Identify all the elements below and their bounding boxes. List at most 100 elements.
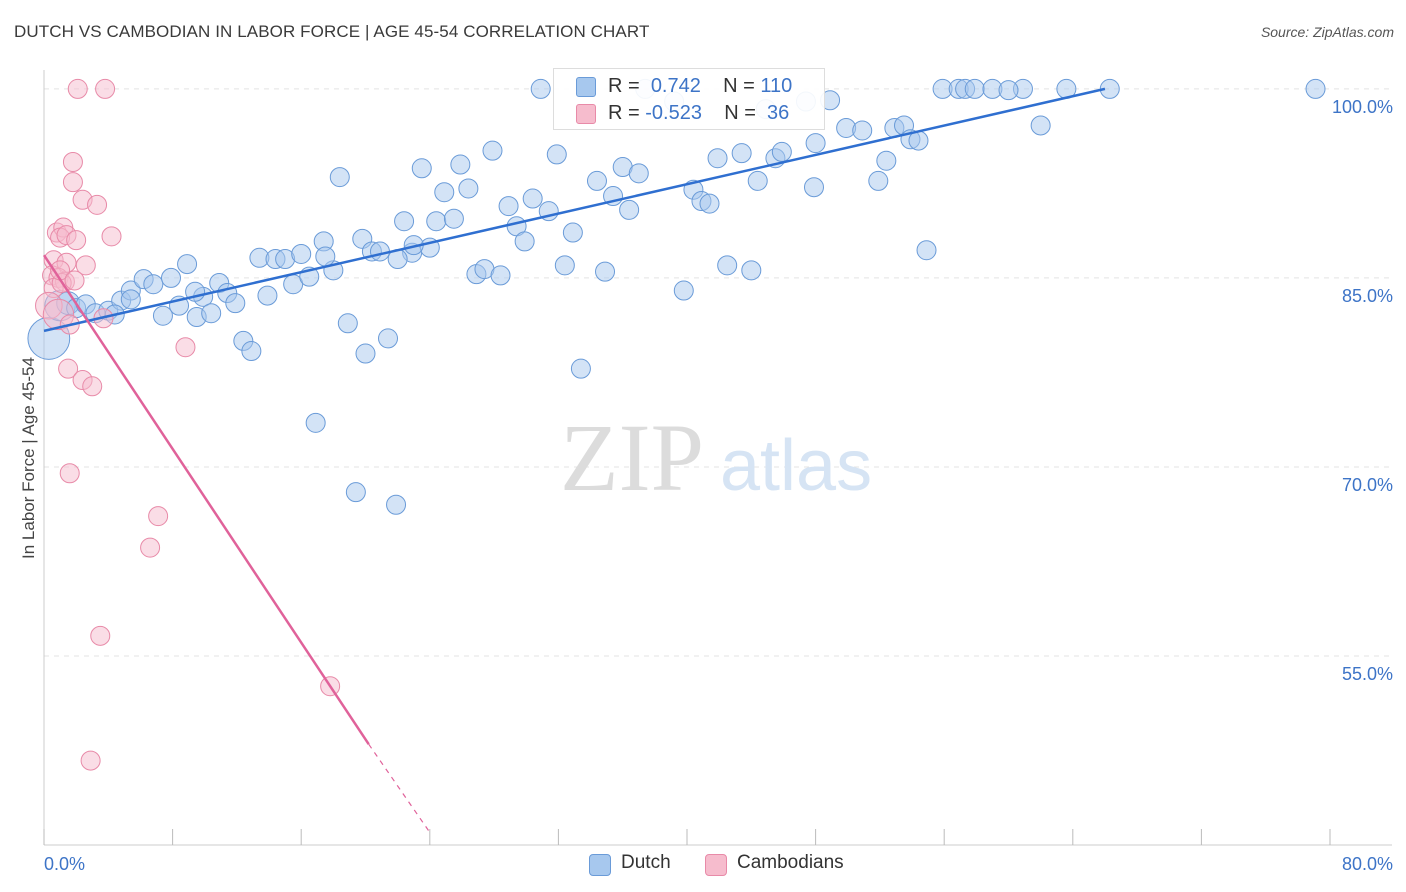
dutch-point [152, 305, 173, 326]
watermark: ZIP atlas [560, 404, 872, 511]
dutch-point [522, 188, 543, 209]
cambodian-point [90, 625, 111, 646]
cambodian-point [67, 78, 88, 99]
cambodian-swatch-icon [576, 104, 596, 124]
cambodian-legend-icon [705, 854, 727, 876]
legend-dutch-r-label: R = [608, 75, 640, 97]
legend-camb-n-value: 36 [767, 102, 790, 124]
dutch-point [257, 285, 278, 306]
dutch-point [514, 231, 535, 252]
dutch-point [876, 150, 897, 171]
dutch-point [177, 254, 198, 275]
dutch-point [337, 313, 358, 334]
cambodian-point [58, 358, 79, 379]
legend-camb-r-value: -0.523 [645, 102, 702, 124]
dutch-point [546, 144, 567, 165]
dutch-point [570, 358, 591, 379]
dutch-point [628, 163, 649, 184]
dutch-point [964, 78, 985, 99]
dutch-point [916, 240, 937, 261]
dutch-point [120, 289, 141, 310]
dutch-point [411, 158, 432, 179]
x-tick-labels: 0.0% 80.0% [44, 854, 1393, 874]
cambodian-trend-extension [368, 743, 431, 833]
cambodian-point [62, 151, 83, 172]
dutch-swatch-icon [576, 77, 596, 97]
axes [43, 70, 1392, 846]
dutch-point [201, 303, 222, 324]
trend-lines [42, 87, 1106, 833]
cambodian-point [87, 194, 108, 215]
cambodian-point [95, 78, 116, 99]
dutch-point [717, 255, 738, 276]
dutch-point [345, 482, 366, 503]
dutch-point [673, 280, 694, 301]
cambodian-trend-line [42, 254, 370, 745]
watermark-zip: ZIP [560, 404, 704, 511]
legend-camb-r-label: R = [608, 102, 640, 124]
dutch-point [530, 78, 551, 99]
dutch-point [378, 328, 399, 349]
dutch-point [458, 178, 479, 199]
dutch-point [315, 246, 336, 267]
dutch-trend-line [43, 87, 1106, 333]
x-tick-label-max: 80.0% [1342, 854, 1393, 874]
dutch-point [394, 211, 415, 232]
legend-dutch-n-value: 110 [760, 75, 793, 97]
cambodian-point [148, 506, 169, 527]
dutch-point [554, 255, 575, 276]
x-tick-label-min: 0.0% [44, 854, 85, 874]
dutch-point [305, 412, 326, 433]
y-tick-label: 85.0% [1342, 286, 1393, 306]
dutch-point [241, 341, 262, 362]
dutch-point [434, 182, 455, 203]
dutch-point [482, 140, 503, 161]
source-label: Source: ZipAtlas.com [1260, 24, 1394, 40]
chart-title: DUTCH VS CAMBODIAN IN LABOR FORCE | AGE … [14, 22, 650, 41]
dutch-point [1030, 115, 1051, 136]
dutch-point [498, 196, 519, 217]
dutch-point [291, 243, 312, 264]
cambodian-point [82, 376, 103, 397]
dutch-point [803, 177, 824, 198]
dutch-point [443, 208, 464, 229]
dutch-point [450, 154, 471, 175]
y-tick-label: 70.0% [1342, 475, 1393, 495]
dutch-point [225, 293, 246, 314]
dutch-point [143, 274, 164, 295]
dutch-point [355, 343, 376, 364]
dutch-point [595, 261, 616, 282]
cambodian-point [101, 226, 122, 247]
dutch-point [805, 133, 826, 154]
cambodian-points [35, 78, 341, 771]
dutch-point [741, 260, 762, 281]
dutch-point [707, 148, 728, 169]
dutch-point [490, 265, 511, 286]
dutch-point [426, 211, 447, 232]
legend-camb-n-label: N = [724, 102, 756, 124]
dutch-point [562, 222, 583, 243]
y-axis-label: In Labor Force | Age 45-54 [19, 357, 38, 559]
dutch-point [747, 170, 768, 191]
dutch-point [586, 170, 607, 191]
cambodian-point [75, 255, 96, 276]
dutch-point [386, 494, 407, 515]
dutch-point [699, 193, 720, 214]
dutch-point [852, 120, 873, 141]
cambodian-point [64, 270, 85, 291]
dutch-point [868, 170, 889, 191]
dutch-point [619, 199, 640, 220]
y-tick-label: 55.0% [1342, 664, 1393, 684]
watermark-atlas: atlas [720, 426, 872, 506]
cambodian-point [80, 750, 101, 771]
y-tick-label: 100.0% [1332, 97, 1393, 117]
dutch-point [160, 267, 181, 288]
dutch-point [1305, 78, 1326, 99]
legend-dutch-n-label: N = [723, 75, 755, 97]
dutch-legend-icon [589, 854, 611, 876]
dutch-point [998, 80, 1019, 101]
cambodian-point [66, 230, 87, 251]
cambodian-point [175, 337, 196, 358]
cambodian-point [59, 463, 80, 484]
